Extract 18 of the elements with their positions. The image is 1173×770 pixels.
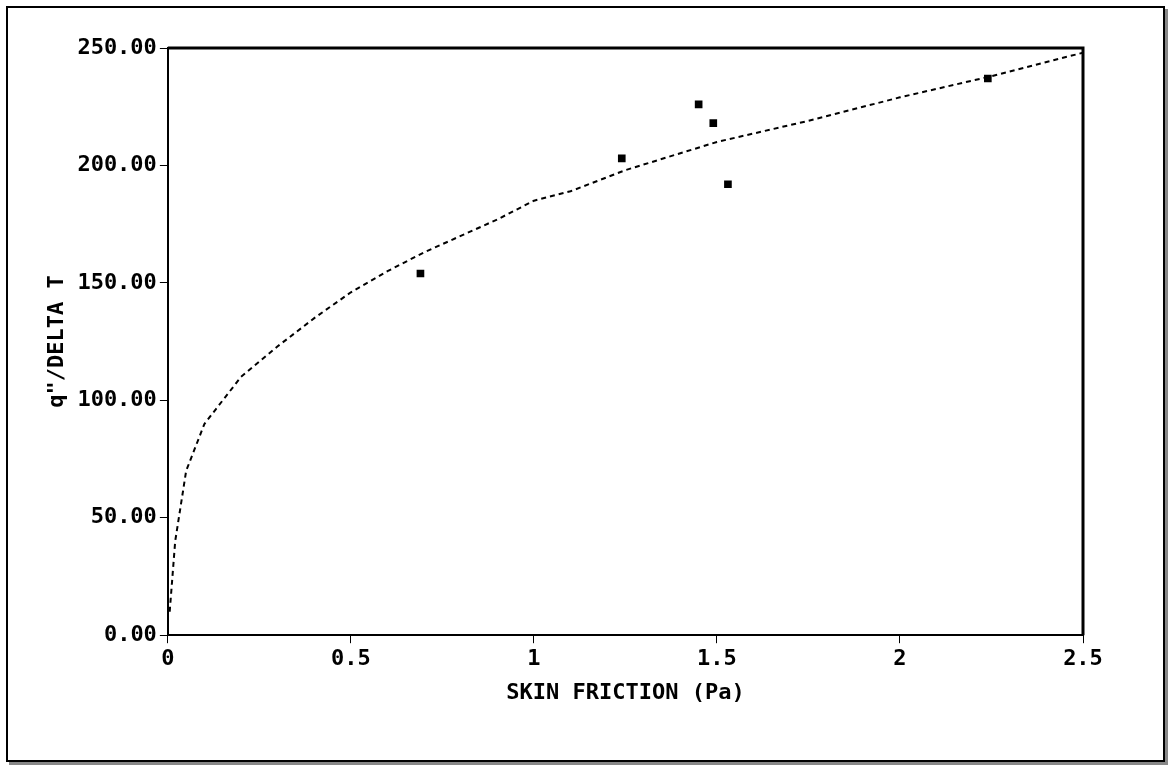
point (984, 74, 992, 83)
y-tick-label: 150.00 (77, 268, 157, 294)
x-axis-title: SKIN FRICTION (Pa) (506, 678, 745, 704)
x-tick-label: 1 (527, 645, 541, 671)
point (617, 154, 626, 163)
y-tick-label: 200.00 (77, 151, 157, 177)
x-tick-label: 0.5 (331, 645, 371, 671)
y-tick-label: 250.00 (77, 33, 157, 59)
y-tick-label: 0.00 (103, 620, 157, 646)
x-tick-label: 0 (161, 645, 175, 671)
point (724, 180, 732, 189)
x-tick-label: 1.5 (697, 645, 737, 671)
y-tick-label: 100.00 (77, 386, 157, 412)
point (709, 119, 718, 127)
x-tick-label: 2 (893, 645, 907, 671)
x-tick-label: 2.5 (1063, 645, 1103, 671)
y-tick-label: 50.00 (90, 503, 157, 529)
y-axis-title: q"/DELTA T (42, 275, 68, 408)
